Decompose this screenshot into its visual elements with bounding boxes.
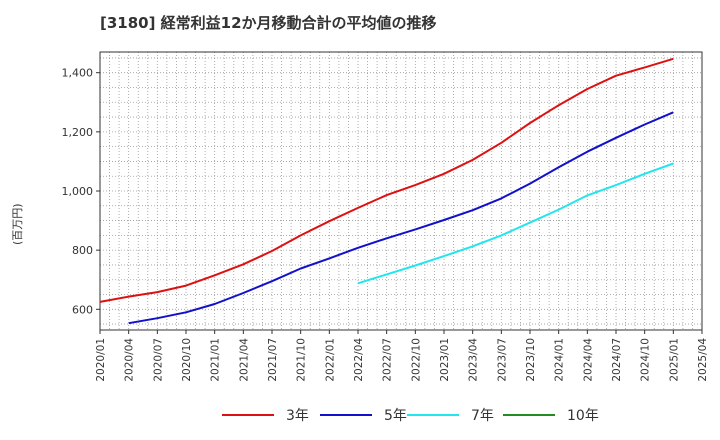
x-tick-label: 2021/04 [238,338,250,382]
x-tick-label: 2023/07 [496,338,508,382]
x-tick-label: 2020/10 [181,338,193,382]
chart-legend: 3年 5年 7年 10年 [0,402,720,428]
x-tick-label: 2024/10 [640,338,652,382]
x-tick-label: 2023/10 [525,338,537,382]
legend-label: 10年 [567,408,599,424]
series-line-5年 [128,111,674,325]
x-tick-label: 2022/10 [410,338,422,382]
x-tick-label: 2022/07 [382,338,394,382]
x-tick-label: 2024/07 [611,338,623,382]
x-tick-label: 2020/01 [95,338,107,382]
legend-item: 10年 [503,402,599,428]
line-chart: 600 800 1,000 1,200 1,400 2020/01 2020/04 2020/… [62,51,709,382]
x-tick-label: 2020/07 [152,338,164,382]
legend-swatch [503,414,555,416]
series-line-3年 [99,57,674,303]
x-tick-label: 2023/04 [468,338,480,382]
y-tick-label: 800 [72,244,93,257]
x-tick-label: 2024/01 [554,338,566,382]
legend-label: 3年 [286,408,309,424]
x-tick-label: 2021/07 [267,338,279,382]
x-tick-label: 2023/01 [439,338,451,382]
x-tick-label: 2025/01 [668,338,680,382]
y-tick-label: 600 [72,303,93,316]
legend-label: 5年 [384,408,407,424]
x-tick-label: 2021/10 [296,338,308,382]
legend-item: 7年 [407,402,494,428]
x-tick-label: 2022/04 [353,338,365,382]
legend-swatch [320,414,372,416]
legend-item: 3年 [222,402,309,428]
legend-swatch [222,414,274,416]
y-tick-label: 1,400 [62,67,94,80]
x-tick-label: 2021/01 [210,338,222,382]
x-tick-label: 2020/04 [124,338,136,382]
legend-label: 7年 [471,408,494,424]
y-tick-label: 1,200 [62,126,94,139]
chart-title: [3180] 経常利益12か月移動合計の平均値の推移 [100,14,437,32]
x-tick-label: 2025/04 [697,338,709,382]
y-tick-label: 1,000 [62,185,94,198]
x-tick-label: 2024/04 [582,338,594,382]
legend-swatch [407,414,459,416]
x-tick-label: 2022/01 [324,338,336,382]
series-line-7年 [357,162,674,285]
legend-item: 5年 [320,402,407,428]
